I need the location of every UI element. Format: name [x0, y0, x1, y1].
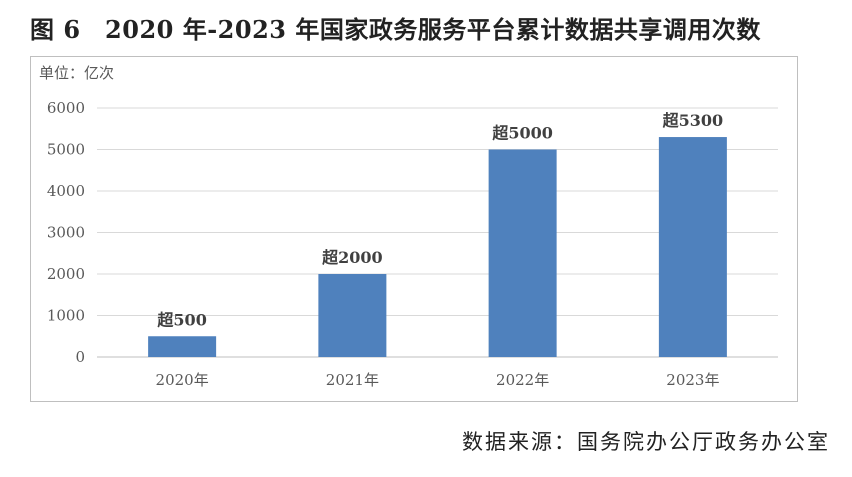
- y-tick-label: 3000: [47, 224, 85, 242]
- data-label: 超500: [156, 310, 206, 329]
- chart-frame: [30, 56, 798, 402]
- x-tick-label: 2023年: [666, 371, 719, 389]
- y-tick-label: 2000: [47, 265, 85, 283]
- y-tick-label: 0: [75, 348, 85, 366]
- y-tick-label: 5000: [47, 141, 85, 159]
- data-label: 超5000: [491, 124, 553, 143]
- source-note: 数据来源：国务院办公厅政务办公室: [462, 430, 830, 454]
- unit-label: 单位：亿次: [39, 64, 115, 82]
- bar: [318, 274, 387, 357]
- bar: [148, 336, 217, 357]
- y-tick-label: 4000: [47, 182, 85, 200]
- data-label: 超5300: [662, 111, 724, 130]
- x-tick-label: 2021年: [326, 371, 379, 389]
- x-tick-label: 2022年: [496, 371, 549, 389]
- figure-title: 图 6 2020 年-2023 年国家政务服务平台累计数据共享调用次数: [30, 15, 761, 44]
- bar: [488, 149, 557, 357]
- bar: [658, 137, 727, 357]
- y-tick-label: 6000: [47, 99, 85, 117]
- x-tick-label: 2020年: [156, 371, 209, 389]
- y-tick-label: 1000: [47, 307, 85, 325]
- data-label: 超2000: [321, 248, 383, 267]
